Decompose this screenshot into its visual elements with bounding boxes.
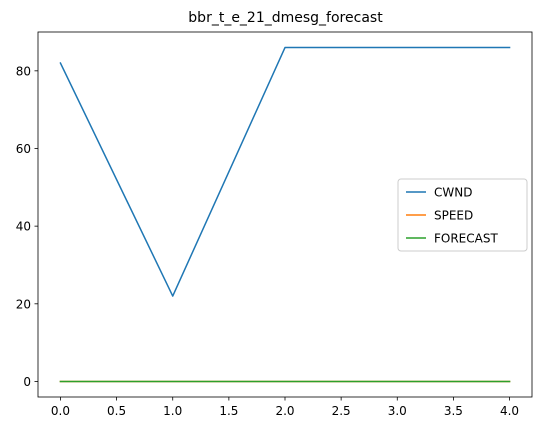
x-tick-label: 1.5 <box>219 404 238 418</box>
legend-label-forecast: FORECAST <box>434 232 498 246</box>
y-tick-label: 80 <box>16 64 31 78</box>
legend-box <box>397 178 528 252</box>
series-line-cwnd <box>59 46 511 297</box>
x-tick-label: 2.5 <box>332 404 351 418</box>
y-tick-label: 60 <box>16 142 31 156</box>
y-tick-label: 20 <box>16 297 31 311</box>
x-tick-label: 0.0 <box>51 404 70 418</box>
x-tick-label: 3.0 <box>388 404 407 418</box>
y-tick-label: 0 <box>23 375 31 389</box>
x-tick-label: 1.0 <box>163 404 182 418</box>
chart-title: bbr_t_e_21_dmesg_forecast <box>188 10 383 26</box>
series-layer <box>59 46 511 383</box>
x-tick-label: 4.0 <box>500 404 519 418</box>
x-tick-label: 3.5 <box>444 404 463 418</box>
x-tick-label: 0.5 <box>107 404 126 418</box>
legend-label-cwnd: CWND <box>434 186 472 200</box>
y-tick-label: 40 <box>16 220 31 234</box>
x-tick-label: 2.0 <box>275 404 294 418</box>
legend-label-speed: SPEED <box>434 209 473 223</box>
axes-layer: 0.0 0.5 1.0 1.5 2.0 2.5 3.0 3.5 4.0 0 20 40 60 80 <box>16 31 533 418</box>
legend: CWND SPEED FORECAST <box>397 178 528 252</box>
